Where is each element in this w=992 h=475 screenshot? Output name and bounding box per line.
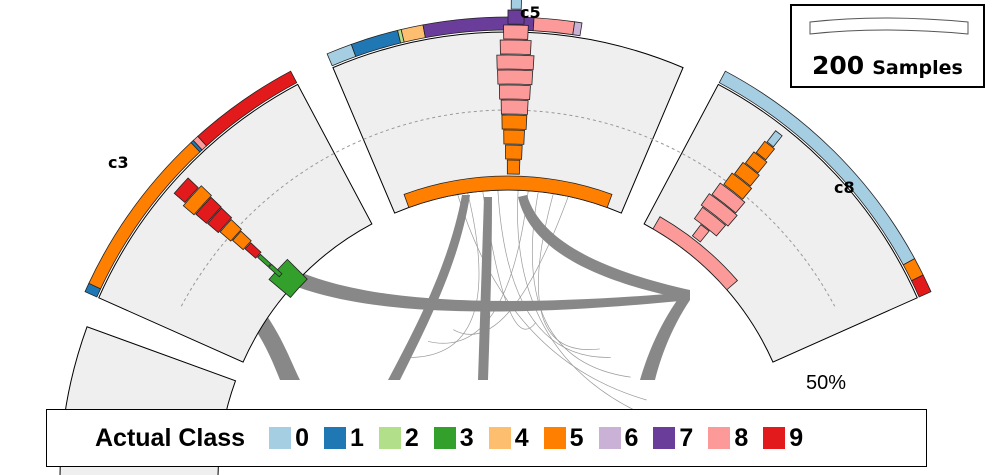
hist-bin-c3-3 — [232, 230, 252, 251]
hist-bin-c5-8 — [499, 39, 532, 56]
thin-link-4 — [532, 191, 631, 378]
legend-label-3: 3 — [459, 423, 474, 452]
hist-bin-c3-4 — [219, 219, 242, 242]
legend-swatch-3 — [433, 427, 456, 449]
hist-bin-c3-7 — [182, 185, 212, 216]
legend-label-9: 9 — [789, 423, 804, 452]
hist-bin-c8-7 — [755, 140, 776, 161]
inner-arc-c8 — [652, 216, 738, 291]
hist-bin-c8-1 — [693, 206, 727, 237]
hist-bin-c3-8 — [173, 177, 199, 204]
cluster-sector-c8[interactable] — [643, 83, 918, 363]
hist-bin-c5-4 — [500, 99, 529, 115]
thin-link-3 — [427, 190, 529, 344]
legend-swatch-7 — [653, 427, 676, 449]
hist-bin-c5-5 — [498, 84, 531, 101]
guide-percent-label: 50% — [806, 372, 846, 394]
legend-swatch-8 — [708, 427, 731, 449]
ring-segment-c5-6 — [572, 21, 583, 37]
class-histograms — [173, 0, 783, 278]
class-rings — [84, 16, 932, 299]
fifty-percent-guide — [180, 109, 836, 307]
cluster-labels: c3 c5 c8 50% — [108, 3, 855, 394]
flow-band-1 — [478, 197, 492, 380]
legend-label-5: 5 — [569, 423, 584, 452]
thin-link-6 — [457, 194, 647, 401]
legend-item-3: 3 — [433, 423, 474, 453]
hist-bin-c3-2 — [244, 242, 262, 259]
legend-label-2: 2 — [404, 423, 419, 452]
ring-segment-c8-2 — [910, 274, 932, 298]
hist-bin-c5-10 — [507, 9, 525, 25]
hist-bin-c8-4 — [723, 172, 753, 200]
legend-item-4: 4 — [488, 423, 529, 453]
thin-link-2 — [497, 190, 611, 358]
hist-bin-c8-2 — [700, 193, 738, 227]
hist-bin-c5-6 — [497, 69, 534, 86]
legend-item-0: 0 — [269, 424, 309, 453]
thin-link-8 — [517, 190, 657, 421]
hist-bin-c3-5 — [207, 207, 233, 234]
legend-swatch-5 — [543, 427, 566, 449]
legend-label-8: 8 — [734, 423, 749, 452]
legend-swatch-2 — [378, 427, 401, 449]
hist-bin-c5-1 — [505, 144, 523, 160]
flow-band-5 — [640, 296, 690, 380]
cluster-label-c3: c3 — [108, 153, 129, 172]
legend-swatch-1 — [323, 427, 346, 449]
cluster-label-c8: c8 — [834, 178, 855, 197]
hist-bin-c5-0 — [506, 159, 521, 175]
legend-item-5: 5 — [543, 423, 584, 453]
legend-label-0: 0 — [295, 423, 309, 452]
hist-bin-c3-1 — [257, 253, 272, 268]
hist-bin-c5-3 — [501, 114, 528, 130]
cluster-label-c5: c5 — [520, 3, 541, 22]
legend-swatch-4 — [488, 427, 511, 449]
thin-link-0 — [405, 192, 480, 358]
hist-bin-c8-6 — [744, 151, 768, 174]
flow-band-3 — [270, 262, 690, 312]
flow-band-2 — [518, 195, 690, 300]
hist-bin-c3-6 — [195, 196, 222, 224]
scale-unit: Samples — [872, 57, 963, 79]
hist-bin-c5-9 — [503, 24, 529, 40]
ring-segment-c5-3 — [400, 24, 426, 43]
hist-bin-c3-0 — [268, 263, 283, 278]
legend-item-2: 2 — [378, 423, 419, 453]
hist-bin-c5-7 — [496, 54, 535, 71]
legend-swatch-0 — [269, 427, 292, 449]
legend-item-9: 9 — [763, 424, 803, 453]
scale-legend: 200 Samples — [790, 4, 985, 88]
legend-item-1: 1 — [323, 423, 364, 453]
legend-item-8: 8 — [708, 424, 748, 453]
flow-band-0 — [388, 195, 470, 380]
legend-label-1: 1 — [349, 423, 364, 452]
legend-item-6: 6 — [598, 423, 639, 453]
legend-swatch-9 — [763, 427, 786, 449]
legend-label-6: 6 — [624, 423, 639, 452]
legend-title: Actual Class — [95, 423, 246, 452]
hist-bin-c5-2 — [503, 129, 525, 145]
inner-arc-c5 — [403, 175, 613, 209]
legend-label-7: 7 — [679, 423, 694, 452]
thin-link-5 — [538, 193, 600, 350]
class-legend: Actual Class 0 1 2 3 4 5 6 7 8 9 — [46, 409, 927, 467]
hist-bin-c8-3 — [711, 182, 746, 214]
hist-bin-c8-5 — [734, 161, 760, 187]
hist-bin-c8-0 — [691, 224, 710, 243]
legend-swatch-6 — [598, 427, 621, 449]
scale-arc-icon — [809, 17, 969, 35]
hist-bin-c8-8 — [766, 130, 783, 148]
scale-value: 200 — [812, 51, 865, 80]
legend-label-4: 4 — [514, 423, 529, 452]
legend-item-7: 7 — [653, 424, 693, 453]
ring-segment-c3-4 — [197, 70, 298, 147]
hist-bin-c5-11 — [510, 0, 522, 10]
